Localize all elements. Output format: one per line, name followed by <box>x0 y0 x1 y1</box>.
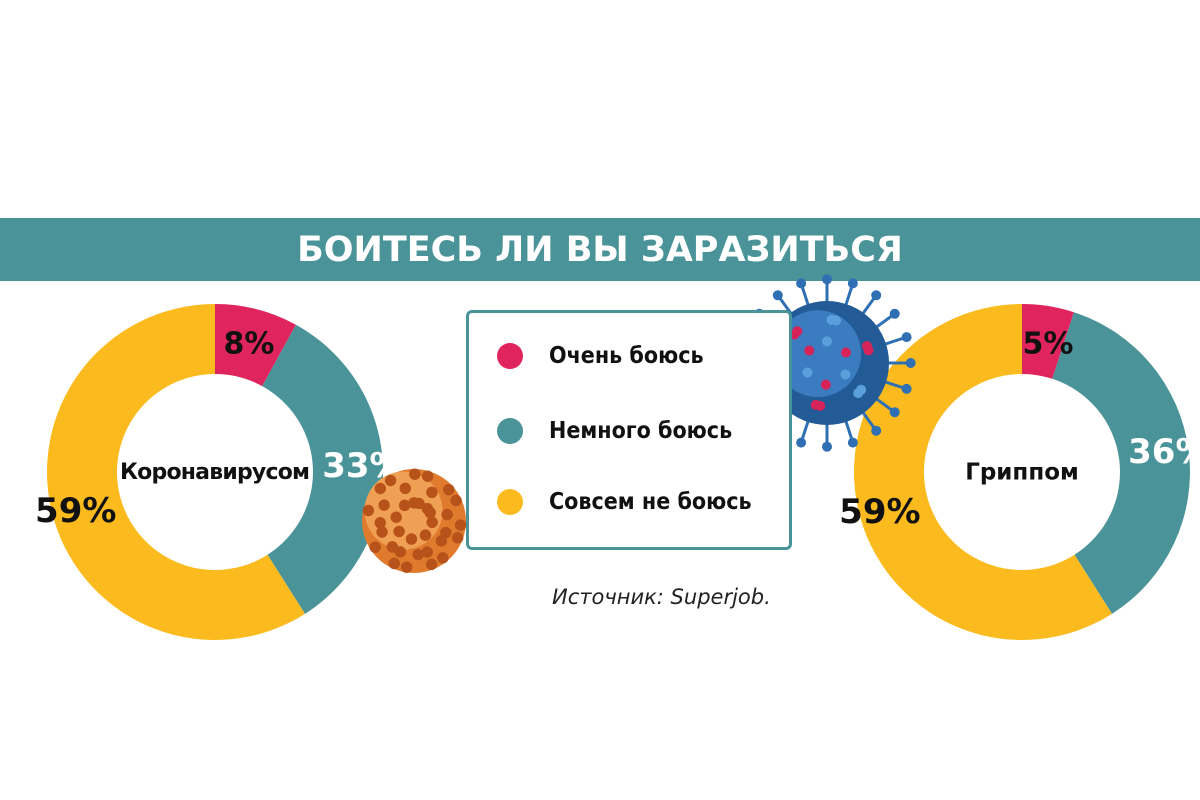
donut-slice <box>1022 304 1074 379</box>
legend: Очень боюсь Немного боюсь Совсем не боюс… <box>466 310 792 550</box>
data-label: 8% <box>224 327 275 362</box>
title-banner: БОИТЕСЬ ЛИ ВЫ ЗАРАЗИТЬСЯ <box>0 218 1200 281</box>
donut-slice <box>215 304 296 387</box>
chart-title: БОИТЕСЬ ЛИ ВЫ ЗАРАЗИТЬСЯ <box>297 229 903 270</box>
donut-center-label: Гриппом <box>965 460 1079 486</box>
data-label: 5% <box>1023 327 1074 362</box>
data-label: 36% <box>1128 432 1200 472</box>
legend-item-not-afraid: Совсем не боюсь <box>497 489 752 515</box>
data-label: 59% <box>35 491 116 531</box>
coronavirus-particle-icon <box>362 468 467 573</box>
donut-slice <box>47 304 306 640</box>
donut-slice <box>854 304 1113 640</box>
legend-swatch-somewhat-afraid <box>497 418 523 444</box>
source-note: Источник: Superjob. <box>552 585 771 609</box>
legend-label: Очень боюсь <box>549 343 704 369</box>
donut-center-label: Коронавирусом <box>120 460 310 485</box>
data-label: 59% <box>839 492 920 532</box>
legend-label: Немного боюсь <box>549 418 733 444</box>
legend-label: Совсем не боюсь <box>549 489 752 515</box>
donut-slice <box>262 324 384 614</box>
legend-swatch-very-afraid <box>497 343 523 369</box>
legend-item-somewhat-afraid: Немного боюсь <box>497 418 732 444</box>
legend-item-very-afraid: Очень боюсь <box>497 343 704 369</box>
donut-slice <box>1052 312 1190 614</box>
legend-swatch-not-afraid <box>497 489 523 515</box>
